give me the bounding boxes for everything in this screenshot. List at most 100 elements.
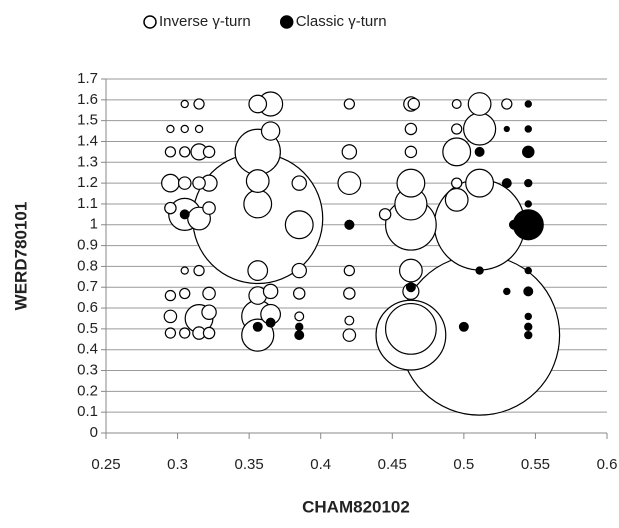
bubble — [193, 264, 205, 277]
bubble — [503, 125, 510, 133]
bubble — [451, 99, 462, 109]
legend-marker — [279, 15, 294, 29]
bubble — [524, 200, 532, 208]
bubble — [295, 322, 304, 331]
y-tick-label: 0.2 — [77, 382, 98, 399]
bubble — [522, 145, 535, 159]
y-tick-label: 1.4 — [77, 132, 98, 149]
bubble — [524, 322, 533, 331]
bubble — [343, 98, 356, 110]
bubble — [344, 315, 355, 326]
bubble — [474, 146, 485, 157]
x-axis-title: CHAM820102 — [302, 497, 410, 516]
x-tick-label: 0.55 — [521, 456, 550, 473]
bubble — [451, 123, 463, 135]
legend-label: Classic γ-turn — [296, 13, 387, 30]
bubble — [179, 327, 191, 339]
x-tick-label: 0.45 — [378, 456, 407, 473]
bubble — [180, 99, 189, 109]
y-tick-label: 1.6 — [77, 91, 98, 108]
bubble — [247, 260, 269, 281]
bubble — [202, 145, 216, 159]
x-tick-label: 0.6 — [597, 456, 618, 473]
bubble — [467, 92, 492, 116]
bubble — [444, 187, 469, 212]
bubble — [524, 266, 532, 275]
x-tick-label: 0.25 — [91, 456, 120, 473]
y-tick-label: 0.3 — [77, 361, 98, 378]
y-tick-label: 0.1 — [77, 403, 98, 420]
bubble — [508, 219, 519, 230]
bubble — [265, 317, 276, 328]
bubble — [396, 168, 426, 198]
bubble — [260, 121, 281, 141]
bubble — [524, 312, 532, 321]
bubble — [404, 145, 418, 159]
bubble — [292, 287, 306, 300]
x-tick-label: 0.3 — [167, 456, 188, 473]
bubble — [343, 287, 356, 300]
bubble — [524, 330, 533, 340]
bubble — [291, 175, 307, 191]
bubble — [180, 124, 189, 134]
bubble — [465, 168, 495, 198]
bubble — [294, 311, 305, 322]
y-tick-label: 0.8 — [77, 257, 98, 274]
bubble — [164, 201, 177, 215]
bubble — [164, 327, 177, 339]
y-tick-label: 1.5 — [77, 112, 98, 129]
bubble — [337, 171, 362, 196]
x-tick-label: 0.5 — [453, 456, 474, 473]
bubble — [202, 201, 216, 215]
bubble — [177, 176, 192, 190]
bubble — [243, 189, 273, 219]
bubble — [501, 178, 512, 189]
bubble — [475, 266, 484, 275]
bubble — [344, 219, 355, 230]
bubble — [192, 176, 206, 190]
x-tick-label: 0.35 — [235, 456, 264, 473]
y-tick-label: 0 — [90, 424, 98, 441]
bubble — [179, 209, 190, 220]
bubble — [161, 173, 180, 193]
bubble — [404, 122, 418, 136]
y-tick-label: 1.3 — [77, 153, 98, 170]
y-tick-label: 0.6 — [77, 299, 98, 316]
bubble — [442, 137, 472, 167]
bubble — [201, 304, 217, 320]
bubble — [179, 146, 191, 158]
bubble — [163, 309, 178, 324]
bubble — [193, 98, 205, 110]
bubble — [343, 264, 356, 277]
bubble — [252, 321, 263, 332]
y-tick-label: 1.2 — [77, 174, 98, 191]
legend-marker — [143, 15, 157, 29]
bubble — [294, 330, 305, 341]
bubble — [341, 144, 358, 160]
bubble — [524, 178, 533, 188]
bubble — [398, 258, 423, 283]
bubble — [503, 287, 511, 296]
y-tick-label: 0.9 — [77, 237, 98, 254]
bubble — [524, 100, 532, 108]
y-tick-label: 0.7 — [77, 278, 98, 295]
bubble — [291, 262, 307, 279]
bubble — [241, 318, 275, 352]
y-axis-title: WERD780101 — [11, 202, 30, 311]
bubble — [164, 289, 177, 302]
bubble — [384, 302, 437, 355]
bubble — [180, 266, 189, 275]
bubble — [262, 283, 279, 300]
bubble — [378, 208, 392, 221]
bubble — [405, 282, 416, 293]
legend-label: Inverse γ-turn — [159, 13, 251, 30]
bubble — [202, 286, 216, 301]
bubble — [523, 286, 534, 297]
bubble — [501, 98, 513, 110]
bubble — [524, 125, 532, 133]
y-tick-label: 0.5 — [77, 320, 98, 337]
y-tick-label: 1.7 — [77, 70, 98, 87]
bubble — [342, 328, 357, 342]
bubble — [248, 94, 268, 114]
